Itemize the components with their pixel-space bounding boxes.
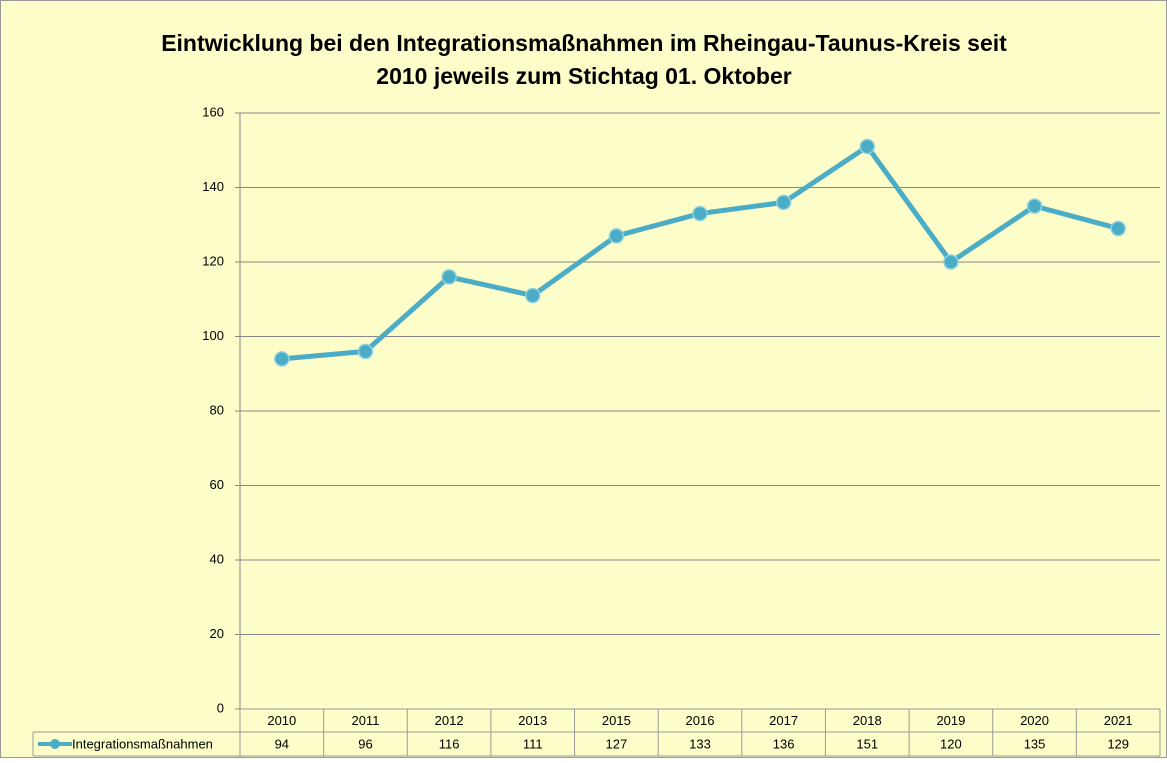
point-marker [274, 351, 290, 367]
y-tick-label: 100 [202, 328, 224, 343]
point-marker [441, 269, 457, 285]
y-tick-label: 140 [202, 179, 224, 194]
x-tick-label: 2019 [936, 713, 965, 728]
table-value: 136 [773, 736, 795, 751]
point-marker [692, 205, 708, 222]
x-tick-label: 2017 [769, 713, 798, 728]
x-tick-label: 2020 [1020, 713, 1049, 728]
point-marker [608, 228, 625, 244]
table-value: 111 [523, 736, 543, 751]
y-tick-label: 40 [210, 551, 224, 566]
table-value: 129 [1107, 736, 1129, 751]
table-value: 120 [940, 736, 962, 751]
x-tick-label: 2016 [686, 713, 715, 728]
point-marker [357, 343, 374, 360]
point-marker [775, 194, 792, 211]
table-value: 94 [275, 736, 289, 751]
y-tick-label: 120 [202, 253, 224, 268]
chart-title: 2010 jeweils zum Stichtag 01. Oktober [376, 63, 791, 89]
point-marker [859, 138, 876, 155]
point-marker [1110, 220, 1126, 237]
x-tick-label: 2012 [435, 713, 464, 728]
x-tick-label: 2010 [267, 713, 296, 728]
legend-marker [50, 739, 60, 749]
point-marker [943, 254, 959, 270]
point-marker [524, 287, 541, 304]
legend-label: Integrationsmaßnahmen [72, 736, 213, 751]
table-value: 135 [1024, 736, 1046, 751]
y-tick-label: 60 [210, 477, 224, 492]
table-value: 116 [439, 736, 460, 751]
x-tick-label: 2018 [853, 713, 882, 728]
y-tick-label: 20 [210, 626, 224, 641]
x-tick-label: 2011 [351, 713, 379, 728]
y-tick-label: 0 [217, 700, 224, 715]
point-marker [1026, 198, 1043, 214]
x-tick-label: 2015 [602, 713, 631, 728]
table-value: 151 [856, 736, 878, 751]
chart-title: Eintwicklung bei den Integrationsmaßnahm… [161, 30, 1007, 56]
y-tick-label: 160 [202, 104, 224, 119]
table-value: 127 [606, 736, 628, 751]
x-tick-label: 2021 [1104, 713, 1133, 728]
x-tick-label: 2013 [518, 713, 547, 728]
table-value: 96 [358, 736, 372, 751]
table-value: 133 [689, 736, 711, 751]
y-tick-label: 80 [210, 402, 224, 417]
